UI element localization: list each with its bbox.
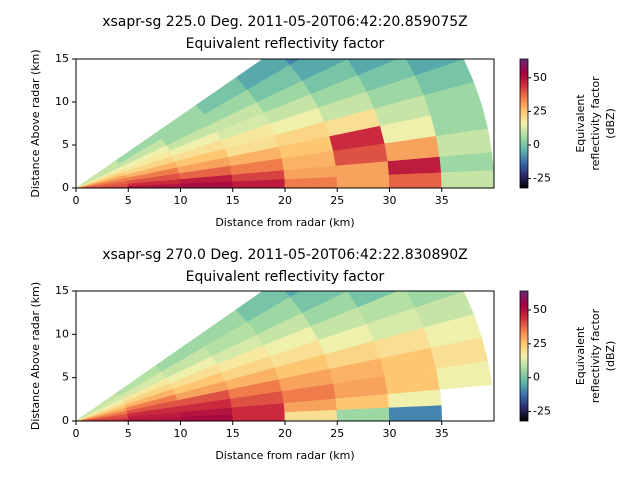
x-tick-label: 35 (435, 194, 449, 207)
radar-cell (284, 291, 301, 298)
radar-cell (357, 291, 416, 324)
colorbar-tick-label: 0 (533, 371, 540, 384)
x-axis-label: Distance from radar (km) (215, 449, 354, 462)
colorbar-tick-label: 0 (533, 138, 540, 151)
radar-cell (406, 59, 464, 76)
radar-cell (347, 291, 399, 308)
x-tick-label: 10 (174, 427, 188, 440)
x-tick-label: 20 (278, 194, 292, 207)
x-tick-label: 25 (330, 194, 344, 207)
radar-cell (388, 404, 443, 421)
chart-title: Equivalent reflectivity factor (186, 269, 385, 285)
x-tick-label: 0 (73, 427, 80, 440)
x-tick-label: 15 (226, 194, 240, 207)
radar-cell (406, 291, 464, 308)
plot-area (76, 59, 494, 188)
radar-cell (235, 59, 291, 90)
x-tick-label: 0 (73, 194, 80, 207)
colorbar-label: (dBZ) (604, 341, 617, 372)
colorbar-label: Equivalent (574, 326, 587, 385)
y-tick-label: 5 (62, 371, 69, 384)
radar-cell (301, 291, 359, 327)
x-tick-label: 20 (278, 427, 292, 440)
y-axis-label: Distance Above radar (km) (29, 49, 42, 197)
x-tick-label: 35 (435, 427, 449, 440)
colorbar-tick-label: 25 (533, 337, 547, 350)
x-tick-label: 30 (383, 194, 397, 207)
radar-cell (388, 171, 443, 188)
radar-cell (357, 59, 416, 92)
colorbar (519, 290, 529, 422)
radar-cell (284, 59, 301, 65)
radar-cell (440, 169, 494, 188)
plot-area (76, 291, 493, 421)
y-axis-label: Distance Above radar (km) (29, 282, 42, 430)
colorbar (519, 58, 529, 189)
colorbar-tick-label: 50 (533, 71, 547, 84)
colorbar-label: reflectivity factor (589, 76, 602, 171)
y-tick-label: 5 (62, 138, 69, 151)
x-tick-label: 15 (226, 427, 240, 440)
chart-title: xsapr-sg 270.0 Deg. 2011-05-20T06:42:22.… (102, 247, 468, 263)
radar-cell (289, 291, 348, 313)
colorbar-label: Equivalent (574, 94, 587, 153)
x-tick-label: 5 (125, 194, 132, 207)
y-tick-label: 0 (62, 181, 69, 194)
radar-cell (289, 59, 348, 81)
radar-cell (347, 59, 399, 76)
y-tick-label: 10 (55, 327, 69, 340)
y-tick-label: 15 (55, 52, 69, 65)
colorbar-tick-label: 50 (533, 303, 547, 316)
colorbar-tick-label: -25 (533, 172, 551, 185)
colorbar-tick-label: -25 (533, 405, 551, 418)
y-tick-label: 15 (55, 284, 69, 297)
x-tick-label: 25 (330, 427, 344, 440)
y-tick-label: 10 (55, 95, 69, 108)
x-axis-label: Distance from radar (km) (215, 216, 354, 229)
colorbar-label: reflectivity factor (589, 308, 602, 403)
chart-title: Equivalent reflectivity factor (186, 36, 385, 52)
x-tick-label: 5 (125, 427, 132, 440)
radar-cell (301, 59, 359, 95)
y-tick-label: 0 (62, 414, 69, 427)
colorbar-tick-label: 25 (533, 104, 547, 117)
x-tick-label: 30 (383, 427, 397, 440)
colorbar-label: (dBZ) (604, 108, 617, 139)
chart-title: xsapr-sg 225.0 Deg. 2011-05-20T06:42:20.… (102, 14, 468, 30)
x-tick-label: 10 (174, 194, 188, 207)
radar-cell (235, 291, 291, 322)
